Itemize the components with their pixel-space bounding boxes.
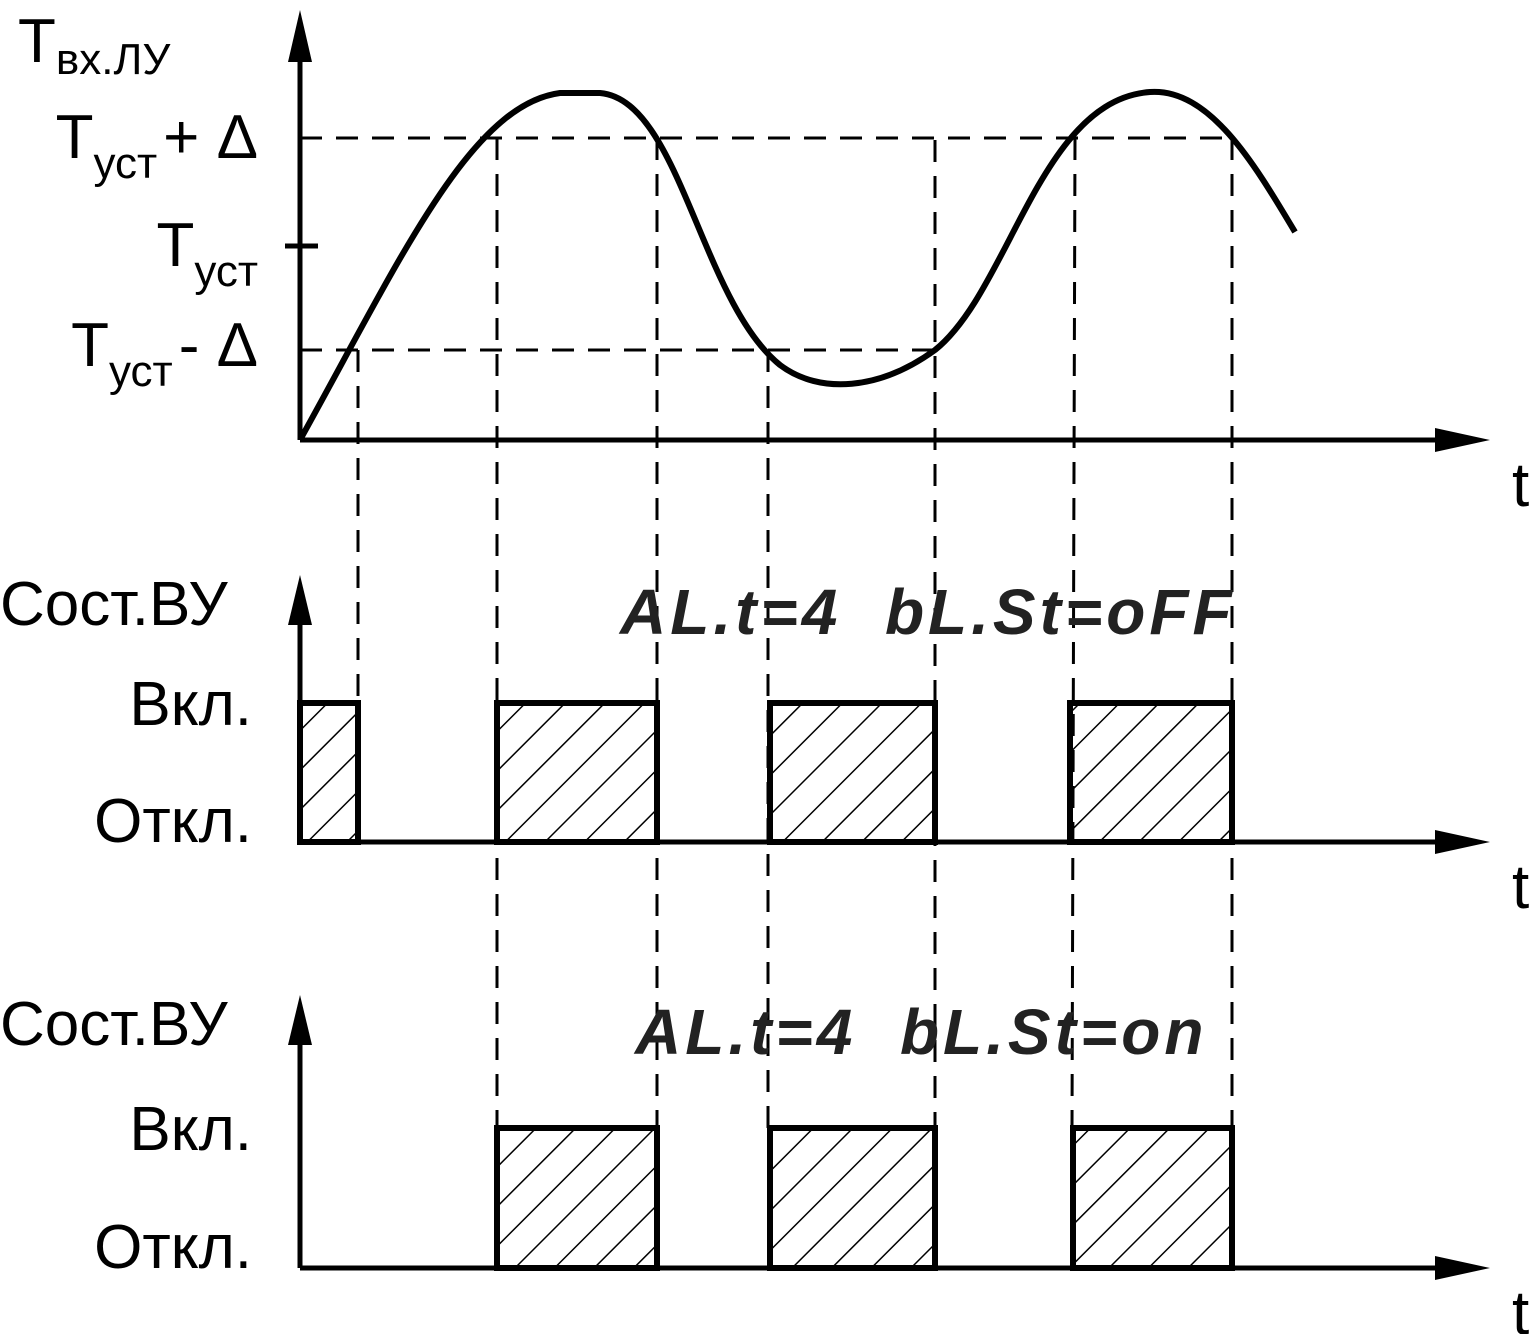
on-label: Вкл.	[129, 1095, 252, 1164]
y-label: Сост.ВУ	[0, 570, 228, 639]
x-label: t	[1512, 853, 1529, 922]
level-label: Туст- Δ	[71, 311, 258, 396]
off-label: Откл.	[94, 1213, 252, 1282]
on-label: Вкл.	[129, 670, 252, 739]
arrow	[288, 575, 312, 625]
state-panels: Сост.ВУ Вкл. Откл. AL.t=4 bL.St=oFF t Сост.ВУ…	[0, 570, 1529, 1334]
y-label: Твх.ЛУ	[18, 7, 171, 84]
pulse	[1070, 1125, 1235, 1271]
setting: AL.t=4 bL.St=oFF	[618, 576, 1236, 648]
temperature-curve	[297, 88, 1298, 442]
arrow	[1435, 428, 1490, 452]
top-panel: Твх.ЛУ Туст+ Δ Туст Туст- Δ t	[18, 7, 1529, 520]
pulse	[494, 700, 660, 845]
projections	[356, 137, 1234, 1129]
arrow	[288, 995, 312, 1045]
arrow	[1435, 830, 1490, 854]
level-label: Туст	[156, 211, 258, 296]
arrow	[1435, 1256, 1490, 1280]
arrow	[288, 10, 312, 62]
off-label: Откл.	[94, 787, 252, 856]
pulse	[767, 700, 938, 845]
pulse	[494, 1125, 660, 1271]
level-label: Туст+ Δ	[56, 103, 258, 188]
x-label: t	[1512, 451, 1529, 520]
pulse	[297, 700, 361, 845]
setting: AL.t=4 bL.St=on	[633, 996, 1207, 1068]
x-label: t	[1512, 1279, 1529, 1334]
pulse	[767, 1125, 938, 1271]
y-label: Сост.ВУ	[0, 990, 228, 1059]
pulse	[1067, 700, 1235, 845]
